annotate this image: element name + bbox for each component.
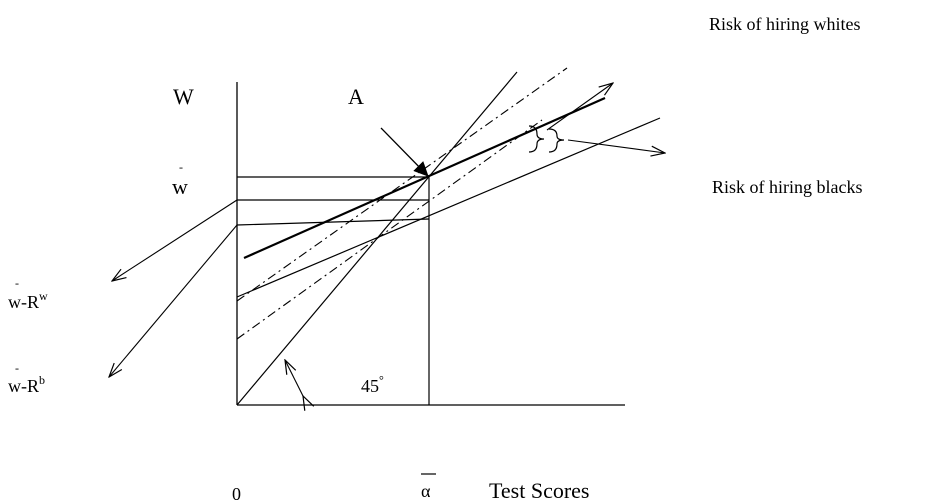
origin-label: 0 [232,484,241,503]
point-a-arrow [380,127,429,177]
risk-whites-arrow [546,83,613,131]
risk-blacks-label: Risk of hiring blacks [712,177,863,197]
point-a-label: A [348,84,364,109]
x-axis-label: Test Scores [489,478,590,503]
risk-whites-brace [528,125,545,153]
angle-double-arrow [285,360,303,396]
w-minus-rw-bar: - [15,276,19,290]
white-wage-line [243,96,606,260]
y-axis-label: W [173,84,194,109]
alpha-bar-label: α [421,481,431,501]
black-wage-line [236,117,661,298]
wbar-bar: - [179,160,183,174]
risk-whites-label: Risk of hiring whites [709,14,861,34]
w-minus-rw-arrow [112,199,238,281]
degree-mark: ° [379,373,384,387]
w-minus-rb-label: w-Rb [8,373,45,396]
angle-label: 45° [361,373,384,396]
risk-blacks-brace [548,128,565,153]
risk-blacks-arrow [567,139,665,153]
w-minus-rb-arrow [109,224,238,377]
dash-dot-line-upper [236,67,568,302]
w-minus-rw-superscript: w [39,289,48,303]
w-minus-rb-bar: - [15,361,19,375]
w-minus-rb-horizontal-line [236,218,430,226]
w-minus-rw-label: w-Rw [8,289,48,312]
dash-dot-line-lower [236,119,543,340]
w-minus-rb-superscript: b [39,373,45,387]
wbar-label: w [172,174,188,199]
